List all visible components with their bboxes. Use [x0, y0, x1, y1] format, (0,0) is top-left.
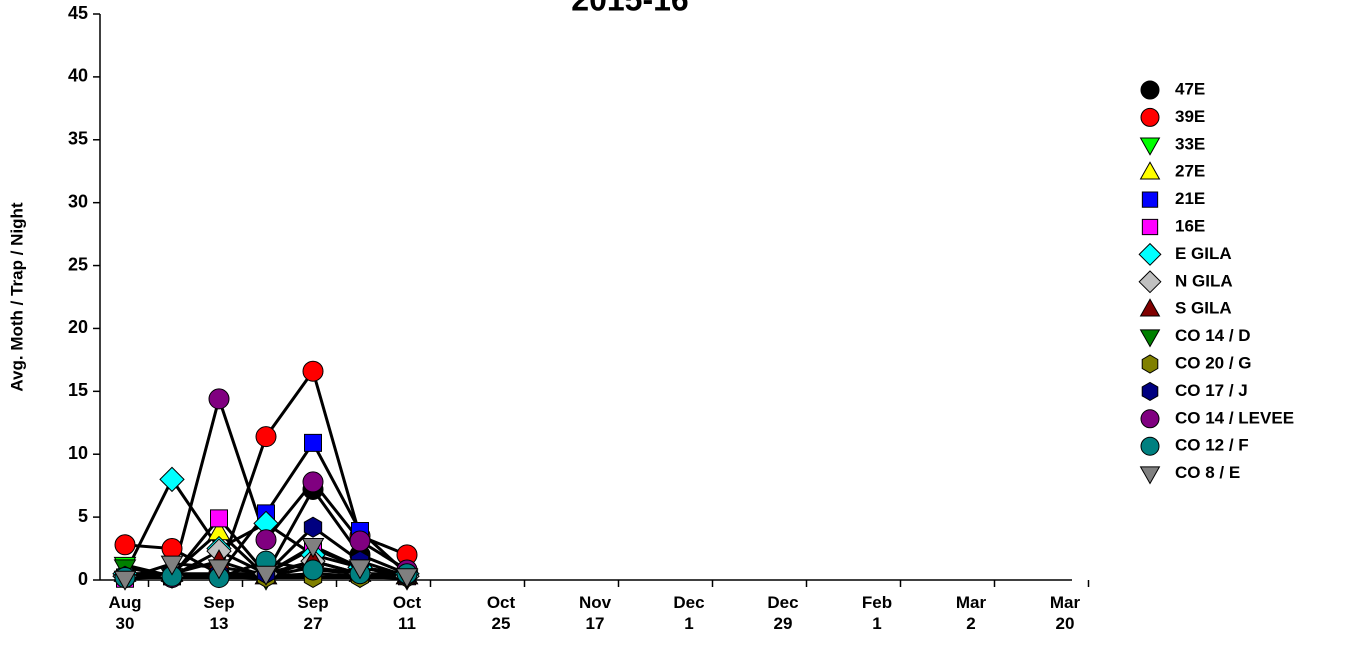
data-point — [254, 565, 278, 586]
legend-marker — [1139, 329, 1161, 348]
y-tick-label: 15 — [68, 380, 88, 400]
data-point — [302, 360, 324, 382]
data-point — [349, 530, 371, 552]
data-point — [207, 559, 231, 580]
legend-marker — [1141, 354, 1159, 374]
y-tick-label: 5 — [78, 506, 88, 526]
x-tick-label: Oct 25 — [486, 593, 516, 633]
legend-label: CO 8 / E — [1175, 463, 1240, 482]
x-tick-label: Feb 1 — [861, 593, 893, 633]
x-tick-label: Aug 30 — [108, 593, 142, 633]
data-point — [304, 433, 322, 452]
y-tick-label: 40 — [68, 66, 88, 86]
data-point — [114, 534, 136, 556]
y-tick-label: 0 — [78, 569, 88, 589]
legend-marker — [1141, 191, 1159, 208]
y-tick-label: 45 — [68, 3, 88, 23]
legend-label: S GILA — [1175, 299, 1232, 318]
legend-marker — [1141, 218, 1159, 236]
legend-marker — [1139, 161, 1161, 180]
legend-marker — [1139, 137, 1161, 156]
data-point — [395, 568, 419, 589]
legend-label: CO 12 / F — [1175, 436, 1249, 455]
legend-label: E GILA — [1175, 244, 1232, 263]
legend-marker — [1140, 107, 1160, 127]
x-tick-label: Mar 2 — [955, 593, 987, 633]
data-point — [255, 529, 277, 551]
x-tick-label: Sep 27 — [297, 593, 329, 633]
x-tick-label: Nov 17 — [578, 593, 612, 633]
y-tick-label: 20 — [68, 317, 88, 337]
legend-label: CO 14 / D — [1175, 326, 1251, 345]
data-point — [255, 426, 277, 448]
x-tick-label: Dec 29 — [767, 593, 799, 633]
legend-marker — [1140, 80, 1160, 100]
data-point — [303, 516, 323, 538]
data-point — [301, 538, 325, 559]
legend-label: CO 17 / J — [1175, 381, 1248, 400]
data-point — [210, 509, 228, 528]
data-point — [113, 570, 137, 591]
legend-label: 16E — [1175, 216, 1205, 235]
y-tick-label: 35 — [68, 129, 88, 149]
data-point — [348, 559, 372, 580]
legend-label: CO 20 / G — [1175, 353, 1252, 372]
x-tick-label: Oct 11 — [392, 593, 422, 633]
y-tick-label: 10 — [68, 443, 88, 463]
legend-marker — [1141, 381, 1159, 401]
data-point — [302, 471, 324, 493]
legend-marker — [1140, 436, 1160, 456]
chart-title: 2015-16 — [571, 0, 688, 17]
x-tick-label: Sep 13 — [203, 593, 235, 633]
legend-marker — [1139, 298, 1161, 317]
data-point — [160, 555, 184, 576]
data-point — [159, 466, 185, 493]
x-tick-label: Mar 20 — [1049, 593, 1081, 633]
legend-marker — [1138, 270, 1162, 294]
y-tick-label: 25 — [68, 254, 88, 274]
legend-marker — [1139, 466, 1161, 485]
legend-label: 33E — [1175, 134, 1205, 153]
legend-marker — [1138, 242, 1162, 266]
legend-label: 21E — [1175, 189, 1205, 208]
legend-label: 39E — [1175, 107, 1205, 126]
data-point — [161, 538, 183, 560]
data-point — [208, 388, 230, 410]
x-tick-label: Dec 1 — [673, 593, 705, 633]
legend-label: 27E — [1175, 162, 1205, 181]
legend-label: CO 14 / LEVEE — [1175, 408, 1294, 427]
legend-marker — [1140, 409, 1160, 429]
y-axis-label: Avg. Moth / Trap / Night — [7, 202, 26, 392]
legend-label: 47E — [1175, 79, 1205, 98]
y-tick-label: 30 — [68, 191, 88, 211]
legend-label: N GILA — [1175, 271, 1233, 290]
data-point — [302, 559, 324, 581]
